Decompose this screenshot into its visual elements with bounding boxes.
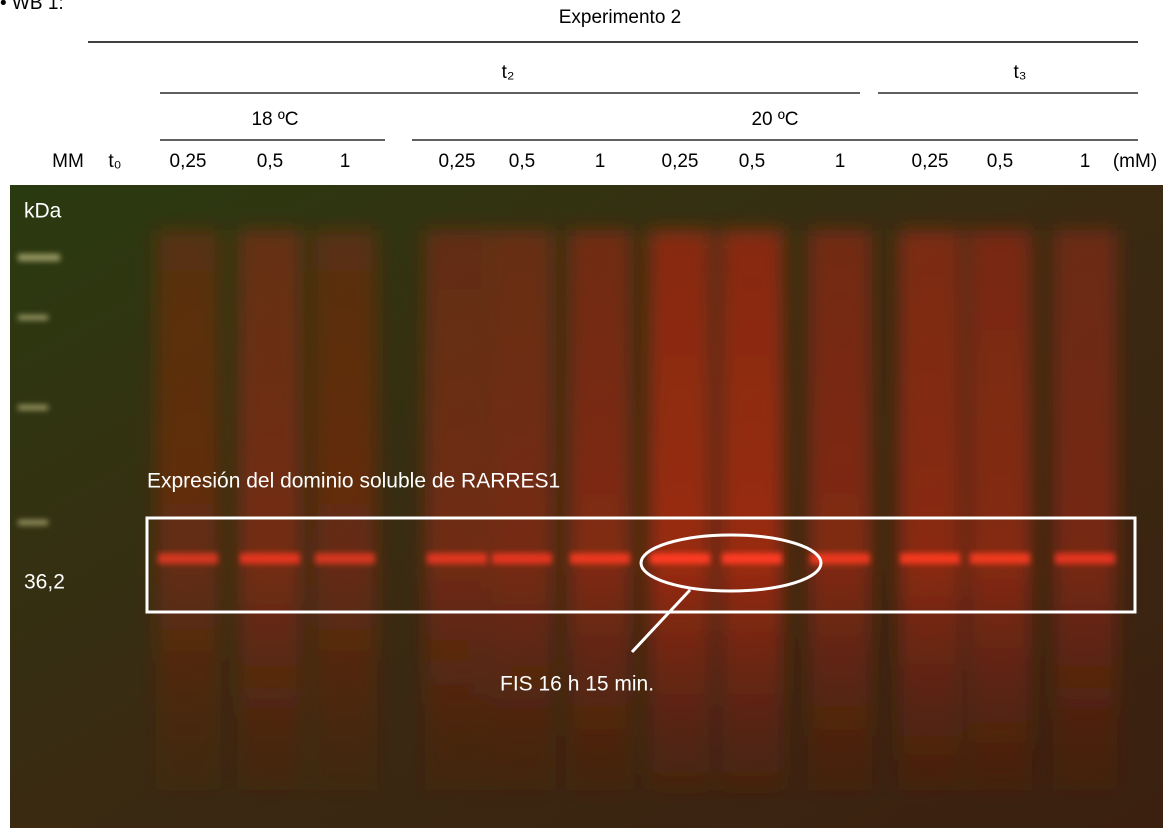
t0-lane-label: t₀ — [108, 151, 121, 172]
marker-size: 36,2 — [24, 571, 65, 594]
callout-line — [630, 588, 692, 654]
lane-label: 1 — [1080, 151, 1091, 172]
gel-image — [10, 185, 1163, 828]
gel-lane — [720, 230, 784, 790]
gel-band — [810, 553, 870, 564]
gel-band — [158, 553, 218, 564]
gel-band — [650, 553, 710, 564]
gel-lane — [898, 230, 962, 790]
time-label: t₂ — [502, 62, 515, 83]
gel-lane — [313, 230, 377, 790]
gel-band — [722, 553, 782, 564]
gel-lane — [648, 230, 712, 790]
unit-label: (mM) — [1113, 151, 1157, 172]
gel-lane — [156, 230, 220, 790]
gel-band — [900, 553, 960, 564]
gel-lane — [1053, 230, 1117, 790]
gel-band — [1055, 553, 1115, 564]
lane-label: 0,5 — [257, 151, 283, 172]
gel-lane — [808, 230, 872, 790]
gel-lane — [425, 230, 489, 790]
experiment-label: Experimento 2 — [559, 7, 682, 28]
lane-label: 0,25 — [662, 151, 699, 172]
gel-band — [240, 553, 300, 564]
highlight-box — [145, 516, 1137, 614]
lane-labels: 0,25 0,5 1 0,25 0,5 1 0,25 0,5 1 0,25 0,5 1 — [170, 151, 1091, 172]
gel-lane — [968, 230, 1032, 790]
gel-lane — [490, 230, 554, 790]
lane-label: 1 — [340, 151, 351, 172]
gel-lane — [568, 230, 632, 790]
annotation: Expresión del dominio soluble de RARRES1 — [147, 470, 560, 493]
lane-label: 0,25 — [439, 151, 476, 172]
lane-label: 1 — [835, 151, 846, 172]
lane-label: 0,25 — [170, 151, 207, 172]
marker-lane-label: MM — [52, 151, 84, 172]
temperature-label: 18 ºC — [251, 109, 298, 130]
lane-label: 0,25 — [912, 151, 949, 172]
gel-band — [492, 553, 552, 564]
gel-band — [570, 553, 630, 564]
gel-band — [315, 553, 375, 564]
callout-label: FIS 16 h 15 min. — [500, 673, 654, 696]
gel-band — [427, 553, 487, 564]
lane-label: 0,5 — [739, 151, 765, 172]
figure-title: • WB 1: — [0, 0, 64, 14]
time-label: t₃ — [1013, 62, 1026, 83]
lane-label: 0,5 — [987, 151, 1013, 172]
highlight-ellipse — [639, 533, 823, 593]
gel-lane — [238, 230, 302, 790]
temperature-label: 20 ºC — [751, 109, 798, 130]
kda-label: kDa — [24, 200, 62, 223]
gel-band — [970, 553, 1030, 564]
lane-label: 1 — [595, 151, 606, 172]
lane-label: 0,5 — [509, 151, 535, 172]
